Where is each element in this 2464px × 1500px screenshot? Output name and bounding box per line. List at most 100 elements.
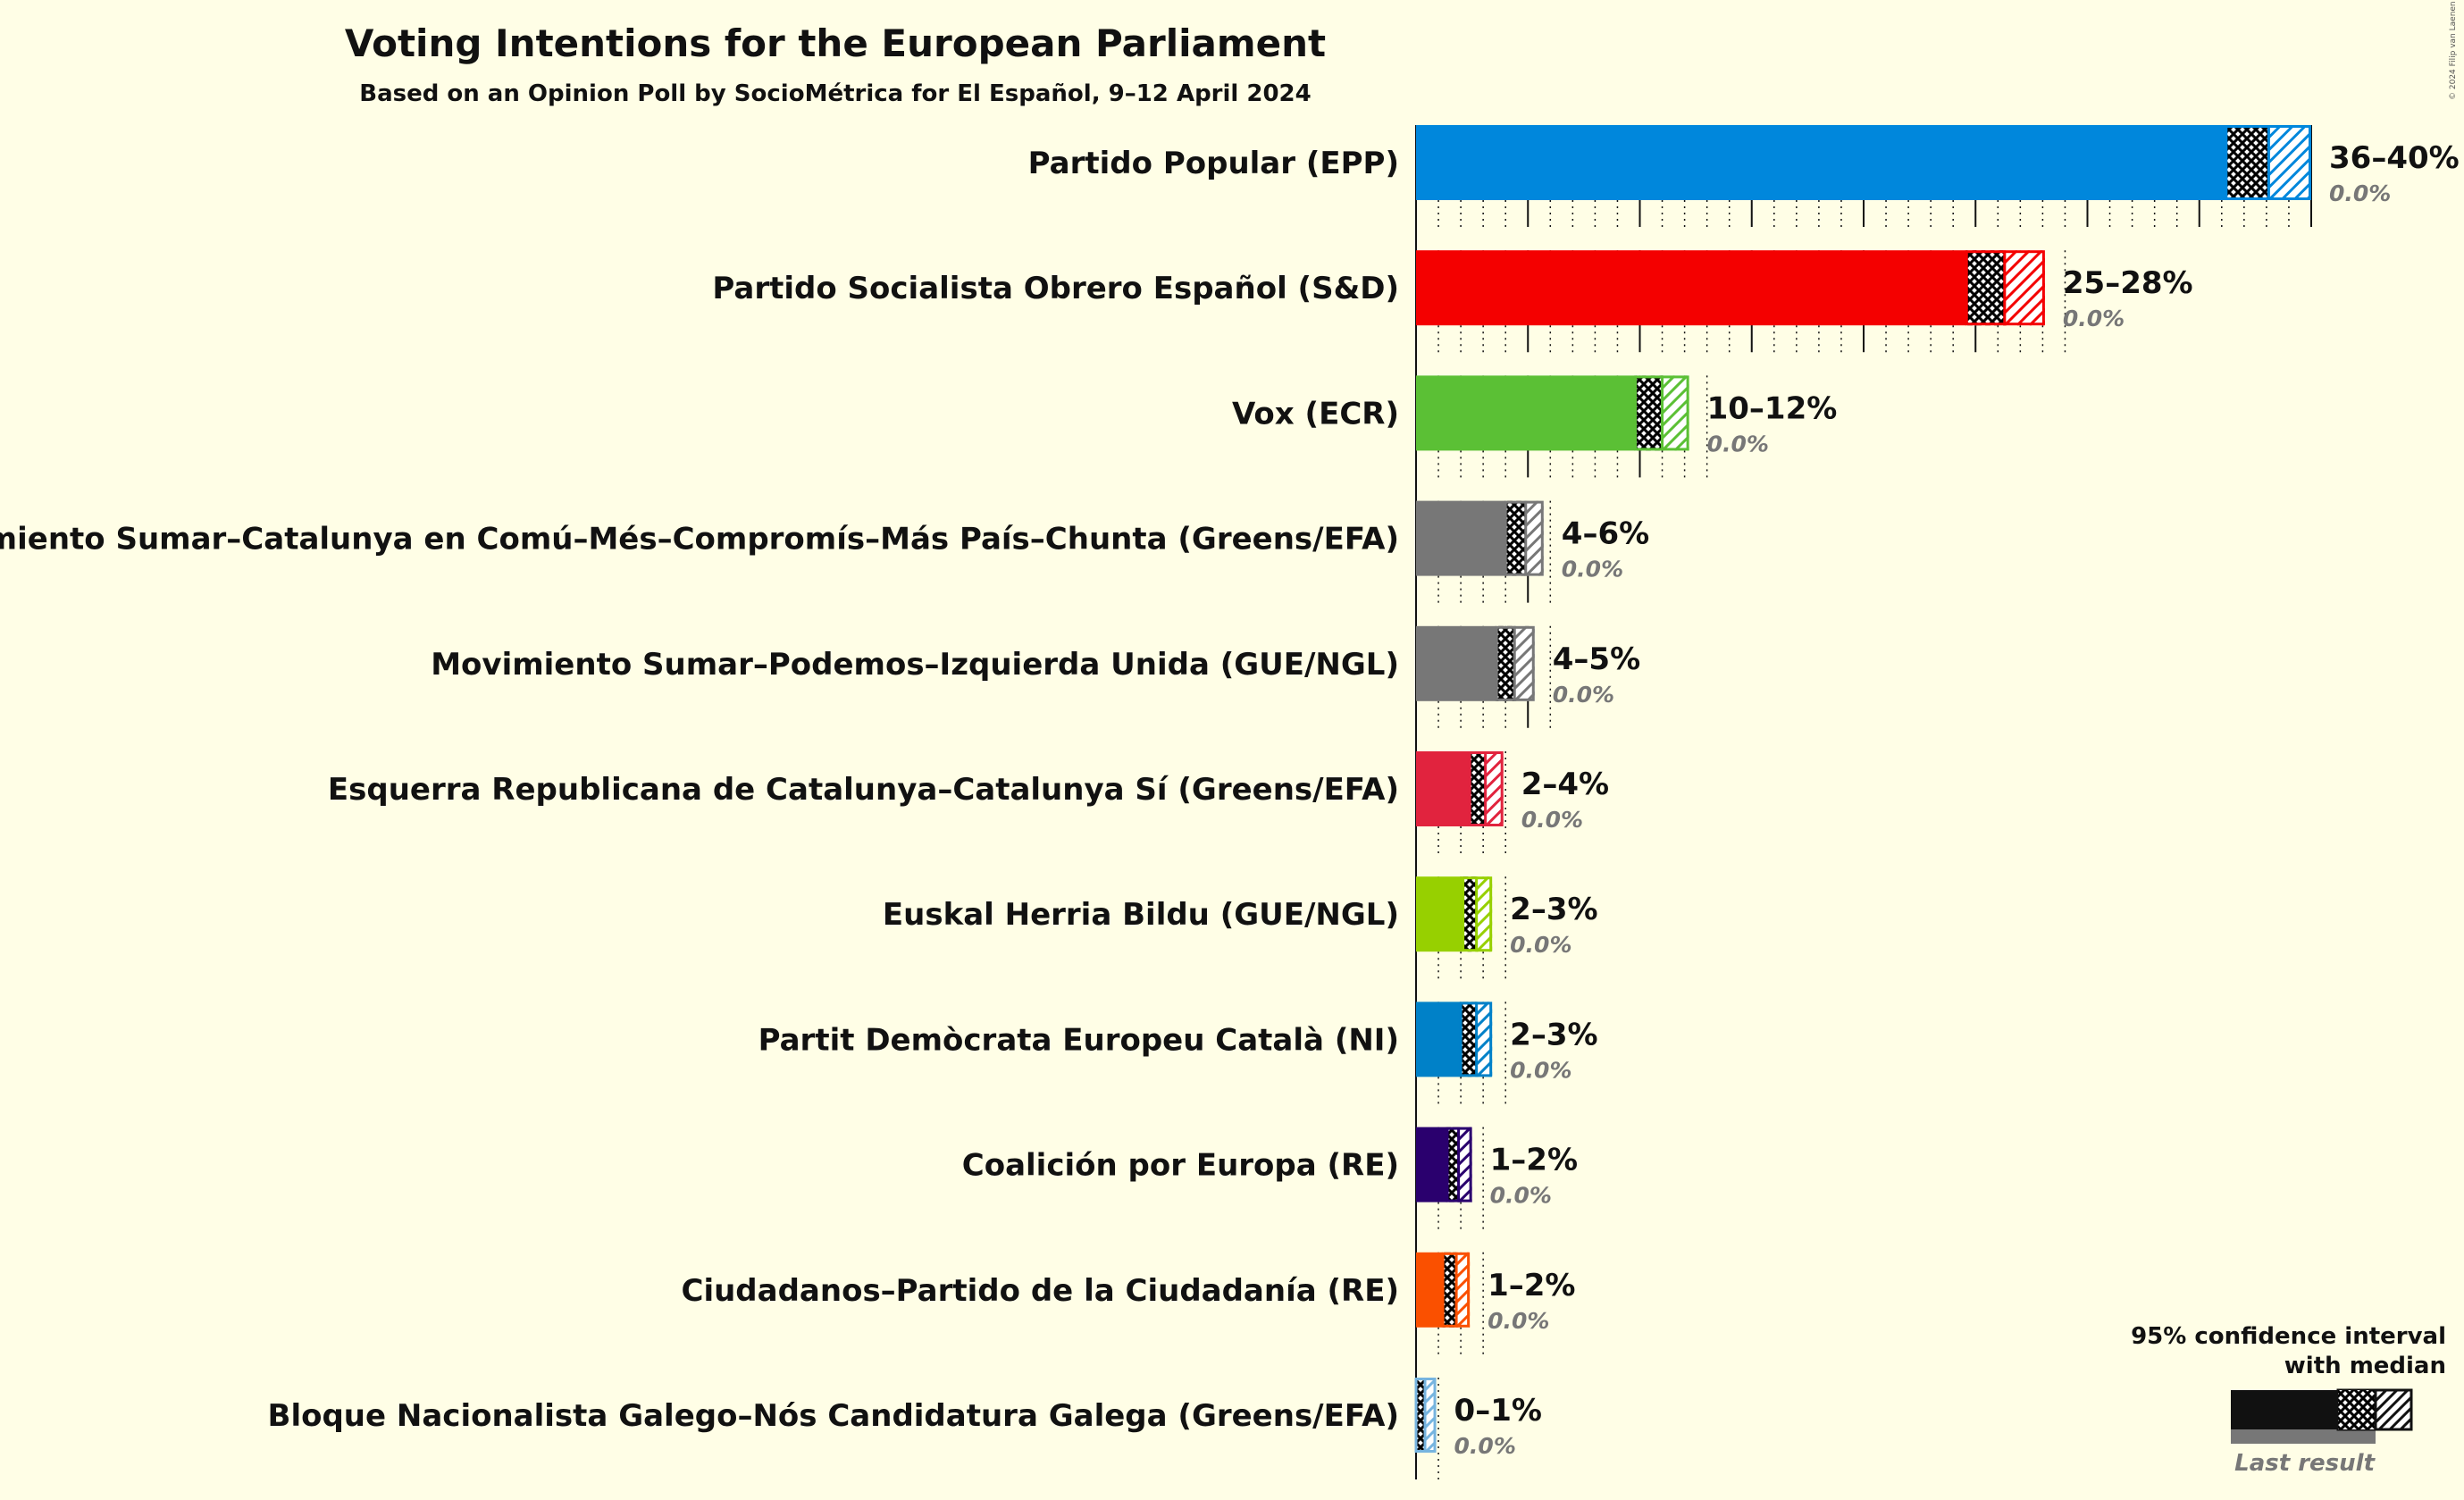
hatch-line — [2292, 180, 2312, 200]
bar-group: Partido Socialista Obrero Español (S&D) 2… — [712, 250, 2193, 331]
bar-group: Euskal Herria Bildu (GUE/NGL) 2–3% 0.0% — [883, 876, 1598, 958]
hatch-line — [2268, 125, 2308, 165]
hatch-line — [2280, 168, 2312, 200]
range-label: 2–3% — [1510, 892, 1597, 927]
legend-hatch-line — [2388, 1405, 2411, 1429]
legend-hatch-line — [2422, 1390, 2461, 1429]
bar-ci-lower — [1496, 625, 1515, 701]
bar-solid — [1416, 125, 2226, 200]
bar-ci-upper — [2268, 125, 2311, 200]
party-label: Vox (ECR) — [1232, 396, 1399, 432]
hatch-line — [1485, 781, 1504, 804]
legend-hatch-line — [2443, 1390, 2464, 1429]
party-label: Partido Socialista Obrero Español (S&D) — [712, 271, 1399, 306]
legend-hatch-line — [2376, 1390, 2399, 1414]
hatch-line — [2004, 270, 2045, 315]
hatch-line — [1485, 806, 1504, 826]
bar-ci-upper-hatch — [1525, 500, 1544, 576]
bar-ci-lower — [1462, 876, 1477, 952]
hatch-line — [2028, 307, 2045, 326]
bar-ci-lower — [1966, 250, 2005, 326]
bar-ci-lower — [1461, 1001, 1477, 1077]
bar-ci-upper — [1476, 876, 1493, 952]
bar-group: Ciudadanos–Partido de la Ciudadanía (RE)… — [682, 1252, 1576, 1334]
bar-ci-upper-hatch — [1476, 876, 1493, 952]
bar-group: Partido Popular (EPP) 36–40% 0.0% — [1028, 125, 2460, 206]
range-label: 2–4% — [1521, 767, 1609, 802]
bar-ci-upper-hatch — [1485, 751, 1504, 826]
hatch-line — [2004, 250, 2031, 278]
hatch-line — [1485, 756, 1504, 779]
legend-ci-line2: with median — [2284, 1353, 2446, 1379]
range-label: 0–1% — [1454, 1393, 1542, 1429]
hatch-line — [1662, 422, 1689, 451]
party-label: Movimiento Sumar–Catalunya en Comú–Més–C… — [0, 522, 1399, 557]
last-result-label: 0.0% — [1510, 1057, 1571, 1083]
bar-solid — [1416, 500, 1506, 576]
legend-last-result-label: Last result — [2234, 1450, 2376, 1477]
hatch-line — [1525, 506, 1544, 528]
last-result-label: 0.0% — [1562, 557, 1623, 582]
party-label: Coalición por Europa (RE) — [962, 1148, 1399, 1184]
legend-hatch-line — [2376, 1390, 2388, 1404]
hatch-line — [1514, 629, 1535, 653]
hatch-line — [1662, 397, 1689, 428]
bar-solid — [1416, 876, 1463, 952]
chart-subtitle: Based on an Opinion Poll by SocioMétrica… — [359, 80, 1312, 107]
hatch-line — [1476, 1059, 1493, 1077]
hatch-line — [1476, 1009, 1493, 1029]
party-label: Partit Demòcrata Europeu Català (NI) — [758, 1022, 1399, 1058]
bar-ci-lower — [2225, 125, 2269, 200]
bar-solid — [1416, 1127, 1448, 1203]
bar-group: Movimiento Sumar–Catalunya en Comú–Més–C… — [0, 500, 1649, 582]
bar-group: Movimiento Sumar–Podemos–Izquierda Unida… — [431, 625, 1640, 708]
bar-group: Partit Demòcrata Europeu Català (NI) 2–3%… — [758, 1001, 1598, 1083]
bar-solid — [1416, 250, 1967, 326]
hatch-line — [1514, 679, 1535, 701]
bar-ci-lower — [1416, 1378, 1426, 1453]
legend-hatch-line — [2377, 1395, 2411, 1429]
bar-group: Coalición por Europa (RE) 1–2% 0.0% — [962, 1127, 1578, 1209]
party-label: Euskal Herria Bildu (GUE/NGL) — [883, 897, 1399, 933]
party-label: Movimiento Sumar–Podemos–Izquierda Unida… — [431, 647, 1399, 683]
last-result-label: 0.0% — [1510, 932, 1571, 958]
bar-group: Vox (ECR) 10–12% 0.0% — [1232, 375, 1838, 457]
hatch-line — [2268, 143, 2312, 190]
bar-ci-upper-hatch — [2004, 250, 2045, 326]
bar-solid — [1416, 625, 1497, 701]
legend-crosshatch-swatch — [2338, 1390, 2376, 1429]
bar-ci-lower — [1635, 375, 1663, 451]
bar-ci-upper — [1456, 1252, 1471, 1328]
legend-hatch-marks — [2376, 1390, 2464, 1429]
party-label: Ciudadanos–Partido de la Ciudadanía (RE) — [682, 1273, 1400, 1309]
hatch-line — [2004, 250, 2043, 290]
bars-layer: Partido Popular (EPP) 36–40%0.0% Partido S… — [0, 125, 2460, 1459]
legend-hatch-line — [2376, 1390, 2410, 1425]
range-label: 1–2% — [1490, 1143, 1578, 1178]
chart-title: Voting Intentions for the European Parli… — [345, 21, 1326, 65]
legend-hatch-line — [2433, 1390, 2464, 1429]
range-label: 10–12% — [1707, 390, 1838, 426]
party-label: Esquerra Republicana de Catalunya–Catalu… — [328, 772, 1399, 808]
bar-solid — [1416, 751, 1471, 826]
hatch-line — [2016, 295, 2045, 326]
last-result-label: 0.0% — [1490, 1183, 1552, 1209]
last-result-label: 0.0% — [2063, 306, 2125, 331]
bar-ci-lower — [1443, 1252, 1457, 1328]
legend-solid-swatch — [2231, 1390, 2338, 1429]
last-result-label: 0.0% — [1521, 807, 1583, 833]
hatch-line — [1514, 654, 1535, 678]
bar-solid — [1416, 1252, 1444, 1328]
hatch-line — [1525, 531, 1544, 553]
hatch-line — [2268, 125, 2295, 153]
legend-ci-line1: 95% confidence interval — [2131, 1323, 2446, 1350]
bar-ci-upper-hatch — [1476, 1001, 1493, 1077]
range-label: 2–3% — [1510, 1017, 1597, 1052]
hatch-line — [1476, 884, 1493, 904]
hatch-line — [2268, 130, 2312, 178]
copyright-text: © 2024 Filip van Laenen — [2449, 1, 2458, 100]
party-label: Partido Popular (EPP) — [1028, 146, 1399, 181]
bar-ci-lower — [1505, 500, 1526, 576]
bar-solid — [1416, 375, 1636, 451]
